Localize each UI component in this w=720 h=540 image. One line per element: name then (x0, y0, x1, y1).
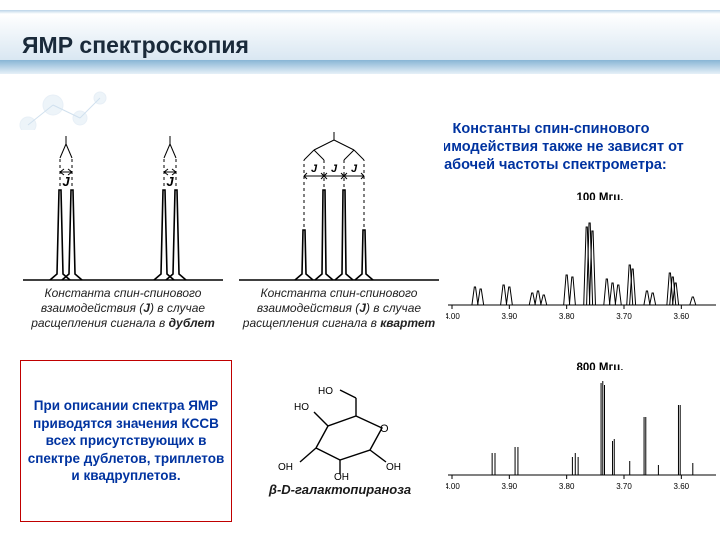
svg-text:3.90: 3.90 (502, 482, 518, 491)
spectrum-800mhz: 4.00 3.90 3.80 3.70 3.60 (446, 370, 718, 495)
svg-text:J: J (62, 174, 70, 189)
svg-text:3.60: 3.60 (674, 482, 690, 491)
svg-text:3.80: 3.80 (559, 482, 575, 491)
svg-text:O: O (380, 423, 389, 435)
svg-text:J: J (351, 163, 358, 175)
doublet-caption: Константа спин-спинового взаимодействия … (18, 286, 228, 331)
note-box: При описании спектра ЯМР приводятся знач… (20, 360, 232, 522)
svg-text:OH: OH (278, 462, 293, 473)
svg-text:3.80: 3.80 (559, 312, 575, 321)
svg-text:OH: OH (386, 462, 401, 473)
svg-text:3.70: 3.70 (616, 312, 632, 321)
svg-text:4.00: 4.00 (446, 482, 460, 491)
svg-text:3.60: 3.60 (674, 312, 690, 321)
svg-text:4.00: 4.00 (446, 312, 460, 321)
svg-text:HO: HO (318, 386, 333, 397)
quartet-caption: Константа спин-спинового взаимодействия … (234, 286, 444, 331)
svg-text:J: J (311, 163, 318, 175)
svg-text:3.70: 3.70 (616, 482, 632, 491)
svg-text:OH: OH (334, 472, 349, 480)
doublet-diagram: JJ (18, 130, 228, 285)
slide-title: ЯМР спектроскопия (22, 32, 249, 59)
slide-root: ЯМР спектроскопия Константы спин-спиново… (0, 0, 720, 540)
quartet-diagram: JJJ (234, 130, 444, 285)
svg-text:J: J (166, 174, 174, 189)
svg-text:J: J (331, 163, 338, 175)
spectrum-100mhz: 4.00 3.90 3.80 3.70 3.60 (446, 200, 718, 325)
svg-text:HO: HO (294, 402, 309, 413)
note-text: При описании спектра ЯМР приводятся знач… (21, 391, 231, 491)
molecule-structure: O OH OH OH HO HO (260, 384, 420, 480)
svg-text:3.90: 3.90 (502, 312, 518, 321)
molecule-name: β-D-галактопираноза (260, 482, 420, 497)
